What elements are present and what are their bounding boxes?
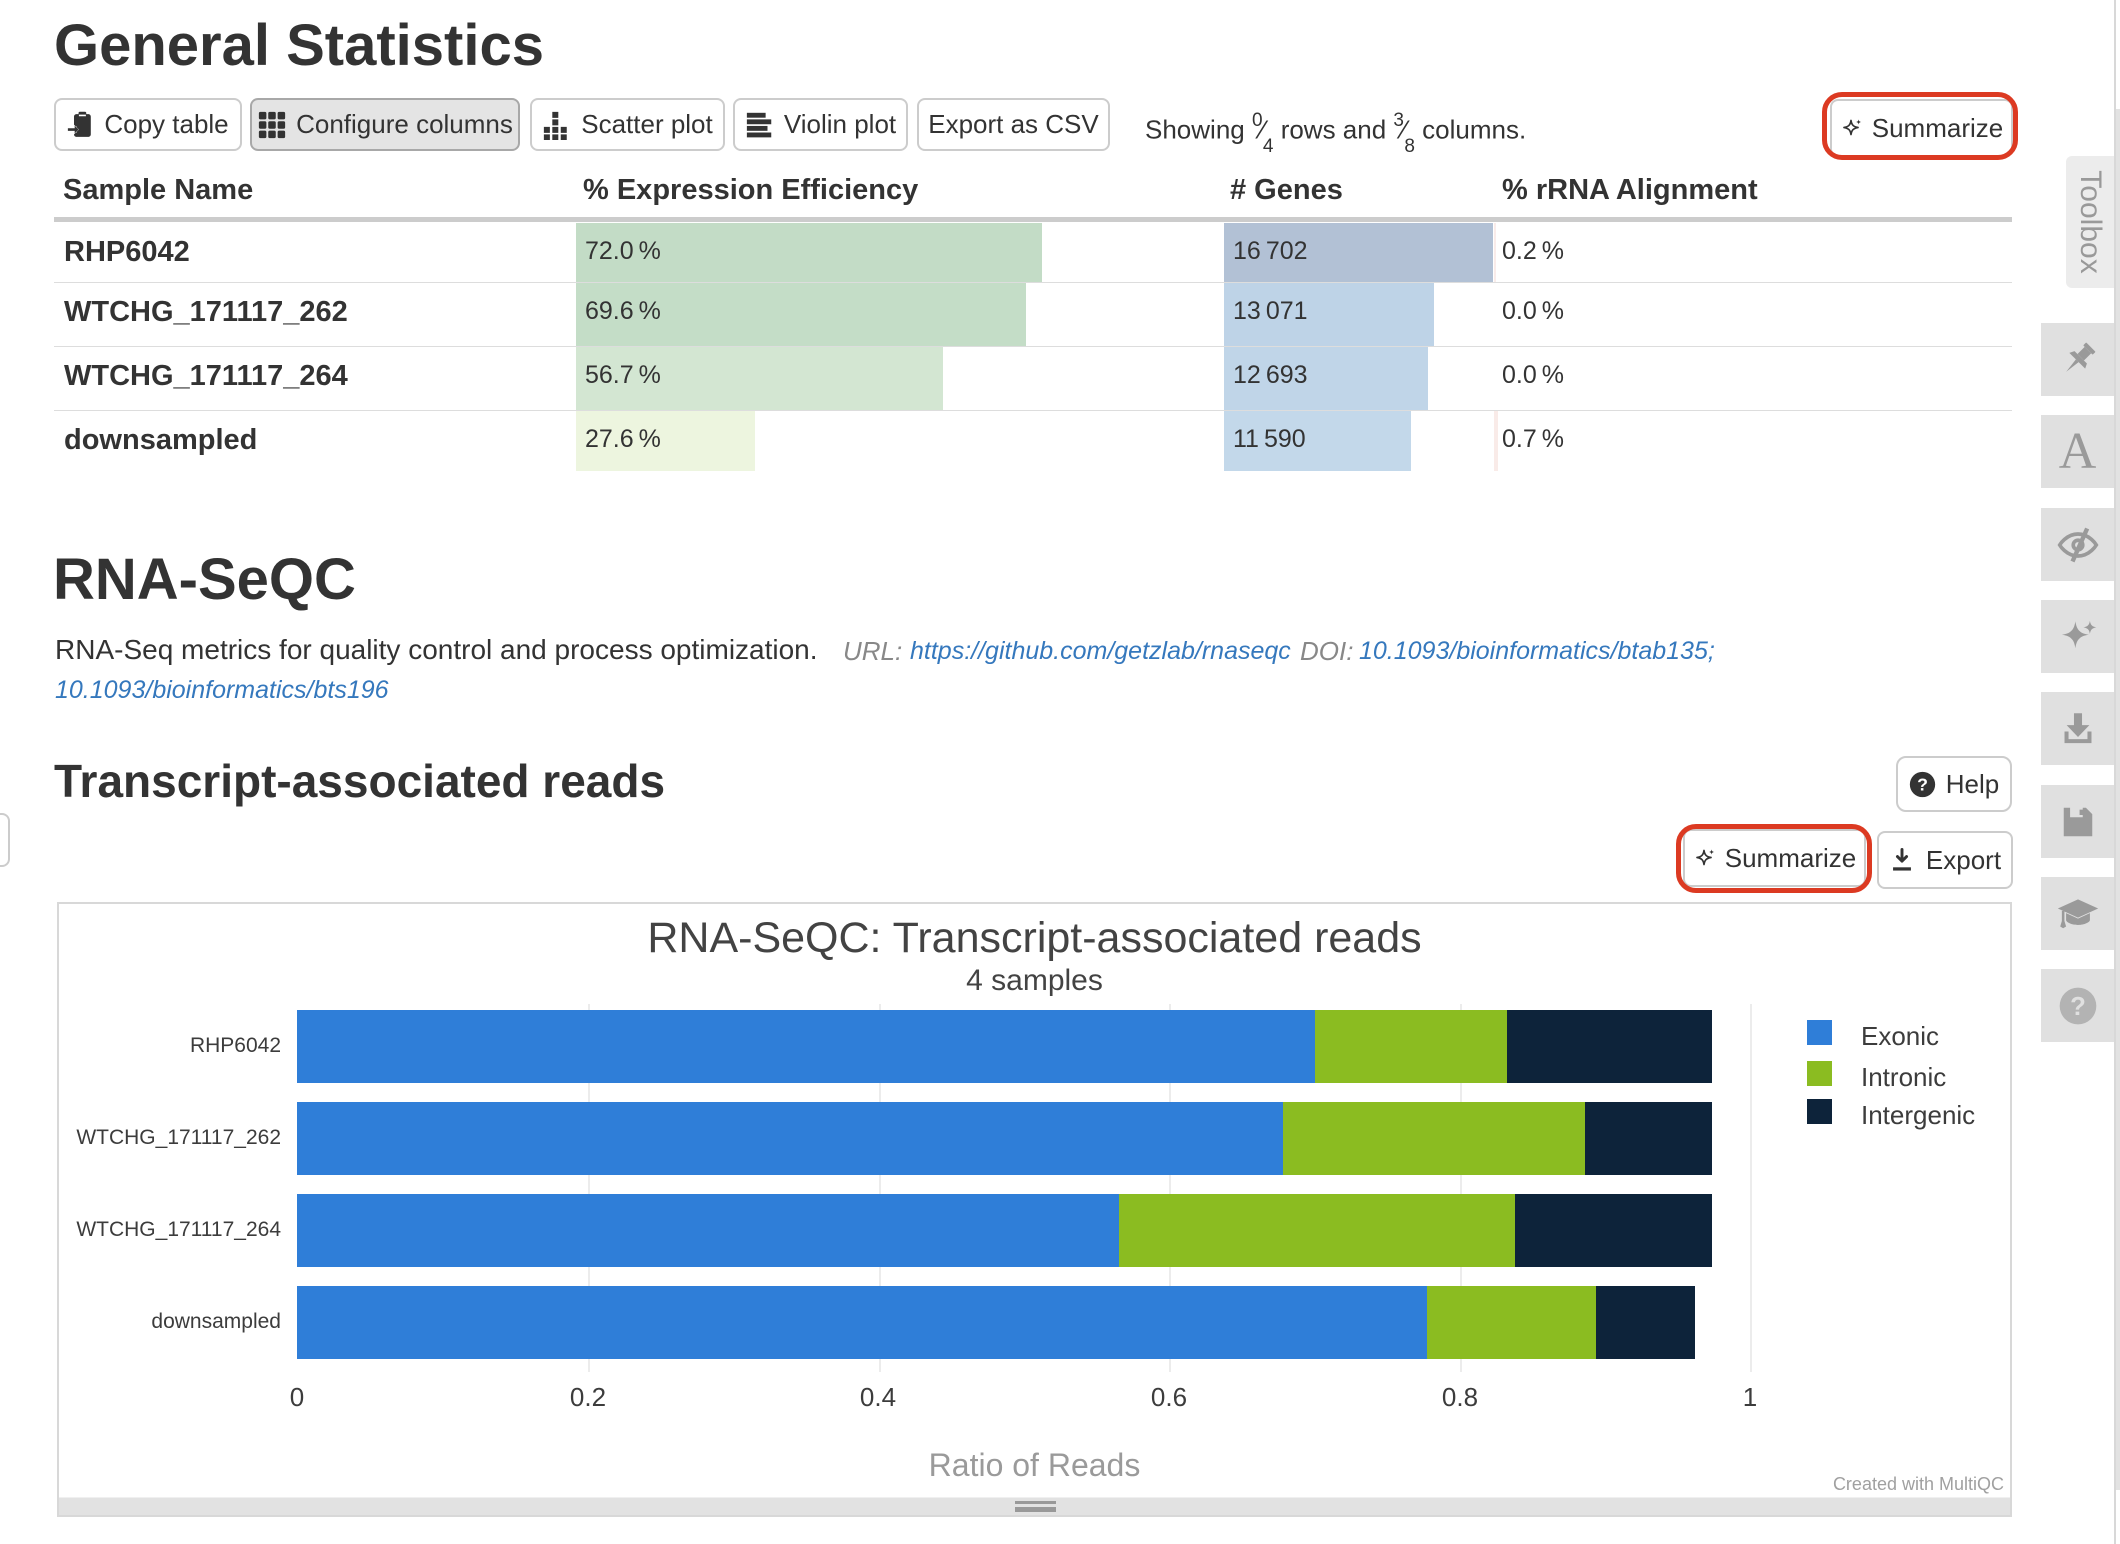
svg-text:?: ? (2070, 993, 2086, 1021)
svg-text:?: ? (1917, 774, 1928, 794)
